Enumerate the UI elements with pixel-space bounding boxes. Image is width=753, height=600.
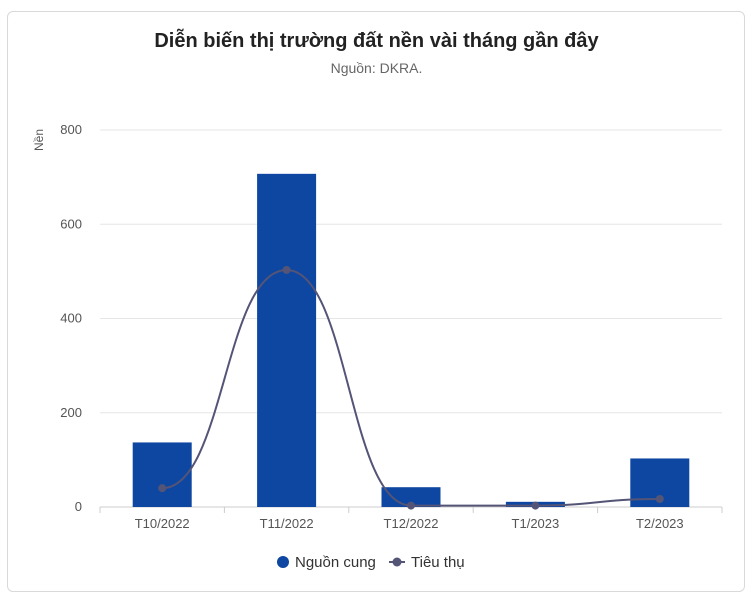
line-path: [162, 268, 660, 507]
x-tick-label: T11/2022: [260, 516, 314, 531]
legend-marker: [392, 557, 402, 567]
legend-label: Tiêu thụ: [411, 554, 465, 571]
x-tick-label: T1/2023: [512, 516, 560, 531]
legend: Nguồn cung Tiêu thụ: [277, 554, 465, 571]
line-point: [655, 494, 664, 503]
line-series: [158, 265, 664, 510]
legend-label: Nguồn cung: [295, 554, 376, 571]
y-tick-label: 400: [60, 311, 82, 326]
x-tick-label: T12/2022: [384, 516, 439, 531]
y-tick-label: 600: [60, 216, 82, 231]
y-tick-label: 0: [75, 499, 82, 514]
y-tick-label: 200: [60, 405, 82, 420]
axes: 0 200 400 600 800 T10/2022 T11/2022 T12/2022 T1/…: [60, 122, 723, 531]
line-point: [531, 501, 540, 510]
chart-title: Diễn biến thị trường đất nền vài tháng g…: [154, 30, 599, 52]
grid: [100, 129, 722, 508]
legend-marker: [277, 556, 289, 568]
chart-card: [7, 11, 745, 592]
chart-subtitle: Nguồn: DKRA.: [330, 60, 423, 76]
y-axis-label: Nền: [32, 129, 46, 151]
bar: [381, 487, 441, 507]
x-tick-label: T10/2022: [135, 516, 190, 531]
line-point: [407, 501, 415, 510]
bar: [132, 442, 192, 507]
x-tick-label: T2/2023: [636, 516, 684, 531]
line-point: [158, 484, 167, 493]
bar-series: [132, 173, 690, 508]
bar: [257, 173, 317, 508]
line-point: [282, 265, 291, 274]
y-tick-label: 800: [60, 122, 82, 137]
